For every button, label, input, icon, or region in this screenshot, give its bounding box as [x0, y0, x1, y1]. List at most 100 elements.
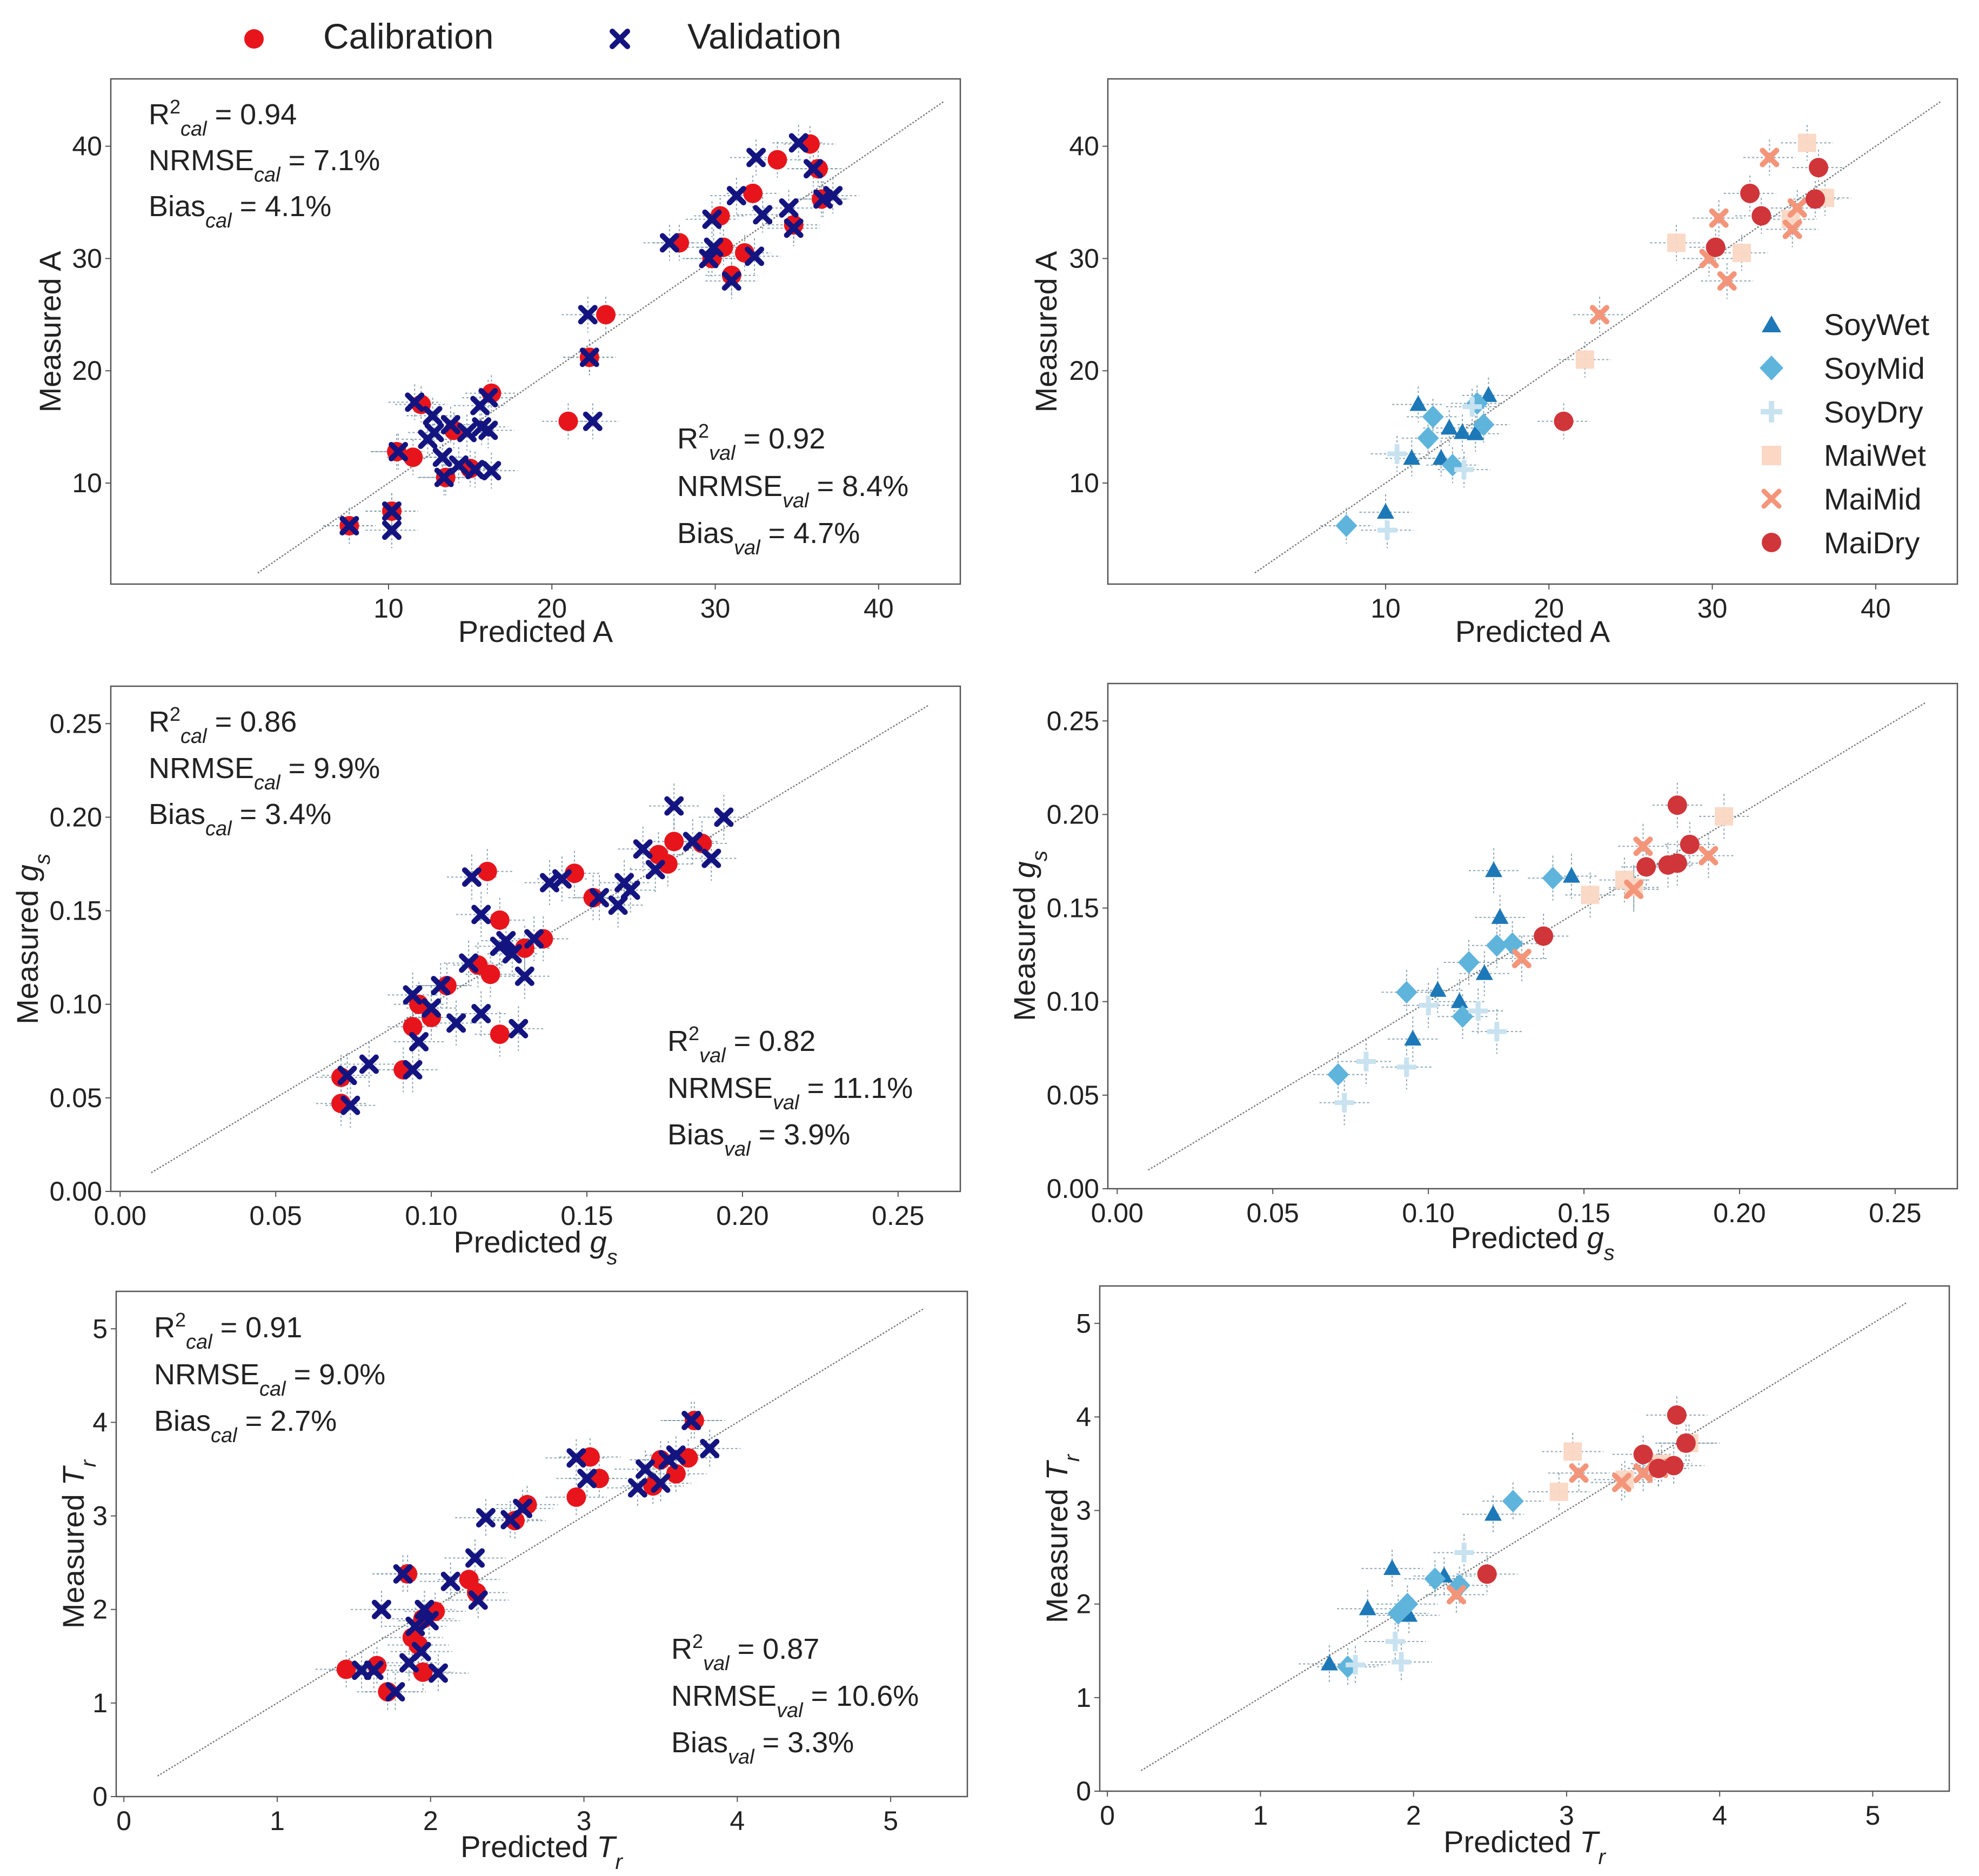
panel-a-groups-points	[1254, 100, 1942, 574]
gs-calval-validation-point	[462, 867, 482, 887]
gs-groups-maiwet-point	[1715, 807, 1734, 826]
Tr-groups-xtick-label: 3	[1559, 1800, 1574, 1831]
gs-calval-calibration-point	[477, 861, 497, 881]
gs-calval-validation-point	[552, 869, 572, 889]
Tr-calval-validation-point	[411, 1642, 431, 1661]
gs-calval-xtick-label: 0.15	[560, 1201, 613, 1231]
A-groups-maidry-point	[1740, 183, 1760, 203]
gs-groups-soywet-point	[1450, 992, 1468, 1008]
group-legend-maiwet-label: MaiWet	[1824, 438, 1926, 472]
A-calval-validation-point	[449, 455, 469, 475]
Tr-calval-calibration-point	[666, 1464, 686, 1484]
Tr-groups-maimid-point	[1633, 1463, 1653, 1483]
A-groups-soymid-point	[1473, 413, 1495, 436]
gs-calval-ytick-label: 0.20	[50, 802, 102, 832]
gs-calval-validation-point	[701, 848, 721, 868]
gs-groups-ytick-label: 0.15	[1047, 893, 1099, 923]
Tr-groups-soydry-point	[1391, 1652, 1411, 1672]
A-calval-calibration-point	[767, 150, 787, 170]
A-calval-ytick-label: 20	[72, 356, 102, 386]
panel-a-calval-ylabel: Measured A	[33, 251, 67, 412]
legend-calibration: Calibration	[244, 16, 494, 56]
group-legend: SoyWet SoyMid SoyDry MaiWet MaiMid MaiDr…	[1760, 307, 1929, 560]
A-groups-ytick-label: 20	[1069, 356, 1099, 386]
gs-groups-soywet-point	[1485, 861, 1503, 877]
panel-tr-groups-ticks: 0 1 2 3 4 5 0 1 2 3 4 5	[1076, 1308, 1880, 1831]
panel-gs-calval-points	[151, 704, 930, 1174]
group-legend-soymid: SoyMid	[1760, 351, 1925, 385]
legend-validation-label: Validation	[687, 16, 841, 56]
Tr-calval-validation-point	[666, 1445, 686, 1465]
gs-groups-soymid-point	[1486, 934, 1508, 957]
A-groups-maidry-point	[1554, 411, 1574, 431]
Tr-groups-maiwet-point	[1563, 1442, 1582, 1461]
stat-gs-val-nrmse: NRMSEval = 11.1%	[667, 1072, 913, 1114]
panel-a-calval-frame	[110, 78, 961, 585]
A-calval-validation-point	[578, 305, 598, 325]
gs-calval-xtick-label: 0.00	[94, 1201, 146, 1231]
gs-groups-soydry-point	[1487, 1022, 1507, 1042]
Tr-calval-validation-point	[636, 1459, 656, 1479]
panel-gs-groups-points	[1148, 701, 1927, 1171]
panel-tr-groups-frame	[1099, 1285, 1950, 1792]
A-groups-maimid-point	[1782, 219, 1802, 239]
panel-a-groups-ylabel: Measured A	[1029, 251, 1063, 412]
panel-gs-groups-frame	[1107, 682, 1958, 1190]
Tr-calval-xtick-label: 1	[270, 1806, 285, 1836]
group-legend-soydry-marker	[1761, 401, 1782, 423]
panel-tr-groups-points	[1140, 1302, 1907, 1771]
gs-groups-xtick-label: 0.00	[1091, 1198, 1144, 1228]
gs-calval-validation-point	[514, 966, 534, 986]
Tr-calval-validation-point	[419, 1611, 439, 1631]
gs-calval-validation-point	[502, 944, 522, 964]
gs-calval-validation-point	[471, 1004, 491, 1024]
group-legend-soydry: SoyDry	[1761, 395, 1923, 429]
panel-tr-calval-ticks: 0 1 2 3 4 5 0 1 2 3 4 5	[92, 1314, 898, 1836]
A-calval-validation-point	[339, 515, 359, 535]
Tr-calval-validation-point	[364, 1660, 384, 1680]
panel-gs-calval: 0.00 0.05 0.10 0.15 0.20 0.25 0.00 0.05 0.10 0.15…	[10, 685, 961, 1269]
gs-groups-maidry-point	[1667, 795, 1687, 815]
gs-calval-ytick-label: 0.15	[50, 896, 102, 926]
A-calval-one-to-one-line	[257, 100, 945, 574]
Tr-calval-validation-point	[566, 1448, 586, 1468]
Tr-calval-validation-point	[428, 1663, 448, 1683]
A-groups-soydry-point	[1387, 444, 1407, 464]
Tr-groups-soywet-point	[1320, 1654, 1338, 1671]
A-groups-soywet-point	[1467, 424, 1485, 440]
panel-a-groups-frame	[1107, 78, 1958, 585]
gs-calval-validation-point	[714, 807, 734, 827]
Tr-calval-ytick-label: 0	[92, 1781, 108, 1812]
gs-groups-xtick-label: 0.15	[1557, 1198, 1610, 1228]
Tr-groups-soywet-point	[1484, 1505, 1502, 1521]
gs-calval-validation-point	[524, 929, 544, 949]
A-groups-soywet-point	[1454, 423, 1472, 439]
gs-groups-soywet-point	[1475, 964, 1493, 980]
A-groups-maimid-point	[1717, 271, 1737, 291]
Tr-groups-maidry-point	[1667, 1405, 1687, 1425]
A-groups-soydry-point	[1377, 520, 1397, 540]
Tr-groups-xtick-label: 2	[1406, 1800, 1421, 1831]
gs-groups-soymid-point	[1501, 932, 1523, 955]
panel-gs-calval-frame	[110, 685, 961, 1192]
stat-a-cal-r2: R2cal = 0.94	[149, 96, 297, 141]
A-groups-maimid-point	[1760, 148, 1780, 168]
A-calval-validation-point	[382, 501, 402, 521]
stat-gs-cal-nrmse: NRMSEcal = 9.9%	[149, 752, 380, 794]
gs-groups-soydry-point	[1396, 1057, 1416, 1077]
A-groups-soywet-point	[1409, 395, 1427, 411]
group-legend-soymid-marker	[1760, 356, 1783, 380]
Tr-groups-maiwet-point	[1549, 1482, 1568, 1501]
panel-gs-groups: 0.00 0.05 0.10 0.15 0.20 0.25 0.00 0.05 0.10 0.15…	[1007, 682, 1958, 1265]
stat-tr-cal-r2-value: 0.91	[245, 1311, 302, 1344]
Tr-calval-validation-point	[371, 1599, 391, 1619]
Tr-calval-calibration-point	[566, 1487, 586, 1507]
A-calval-validation-point	[823, 186, 843, 206]
stats-a-val: R2val = 0.92 NRMSEval = 8.4% Biasval = 4…	[677, 420, 908, 560]
gs-calval-validation-point	[633, 839, 653, 859]
Tr-calval-validation-point	[385, 1682, 405, 1702]
Tr-groups-soydry-point	[1346, 1655, 1366, 1675]
Tr-calval-validation-point	[513, 1498, 533, 1518]
gs-calval-calibration-point	[564, 863, 584, 883]
